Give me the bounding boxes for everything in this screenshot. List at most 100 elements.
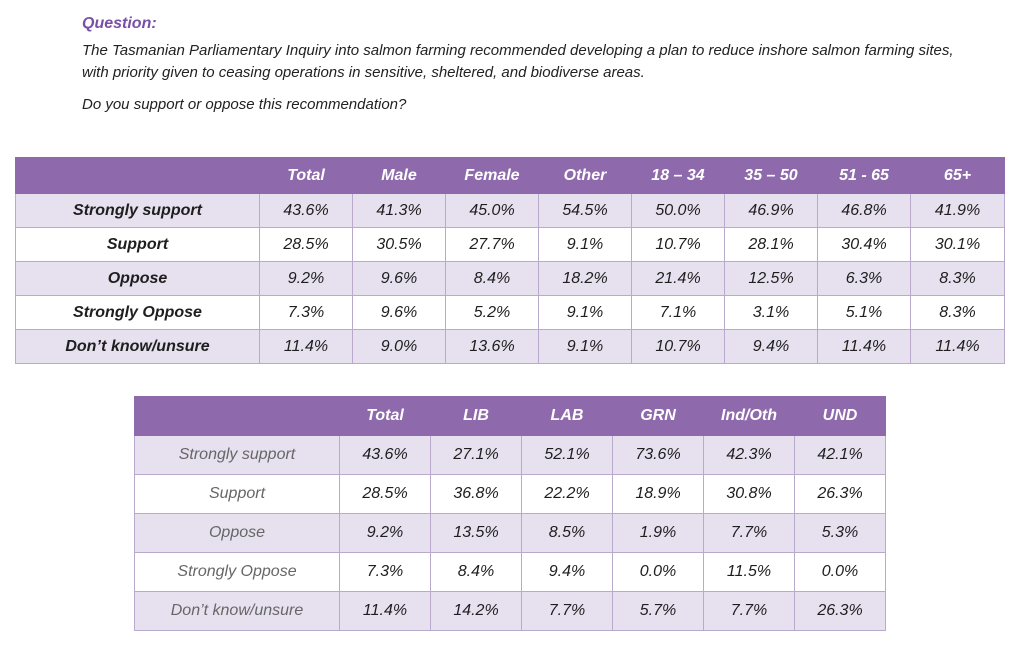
- table-row: Oppose 9.2% 9.6% 8.4% 18.2% 21.4% 12.5% 6.3% 8.3…: [15, 261, 1005, 296]
- table-cell: 3.1%: [724, 295, 818, 330]
- table-cell: 7.7%: [521, 591, 613, 631]
- table-cell: 8.3%: [910, 261, 1005, 296]
- table-header-row: Total LIB LAB GRN Ind/Oth UND: [134, 396, 886, 436]
- header-corner: [15, 157, 260, 194]
- table-row: Support 28.5% 36.8% 22.2% 18.9% 30.8% 26.3%: [134, 474, 886, 514]
- table-cell: 73.6%: [612, 435, 704, 475]
- table-cell: 13.5%: [430, 513, 522, 553]
- table-cell: 9.0%: [352, 329, 446, 364]
- table-cell: 9.1%: [538, 329, 632, 364]
- table-cell: 5.2%: [445, 295, 539, 330]
- table-cell: 7.7%: [703, 513, 795, 553]
- table-header-row: Total Male Female Other 18 – 34 35 – 50 51 - 6…: [15, 157, 1005, 194]
- row-label: Oppose: [15, 261, 260, 296]
- table-cell: 42.1%: [794, 435, 886, 475]
- table-row: Strongly support 43.6% 27.1% 52.1% 73.6% 42.3…: [134, 435, 886, 475]
- table-cell: 30.4%: [817, 227, 911, 262]
- table-cell: 9.2%: [259, 261, 353, 296]
- row-label: Strongly support: [134, 435, 340, 475]
- column-header: 65+: [910, 157, 1005, 194]
- row-label: Don’t know/unsure: [134, 591, 340, 631]
- table-cell: 27.1%: [430, 435, 522, 475]
- table-cell: 9.4%: [724, 329, 818, 364]
- row-label: Don’t know/unsure: [15, 329, 260, 364]
- row-label: Support: [15, 227, 260, 262]
- column-header: Total: [339, 396, 431, 436]
- table-cell: 54.5%: [538, 193, 632, 228]
- column-header: Other: [538, 157, 632, 194]
- column-header: Ind/Oth: [703, 396, 795, 436]
- table-cell: 7.1%: [631, 295, 725, 330]
- table-cell: 10.7%: [631, 329, 725, 364]
- party-table: Total LIB LAB GRN Ind/Oth UND Strongly suppor…: [134, 396, 886, 631]
- table-row: Oppose 9.2% 13.5% 8.5% 1.9% 7.7% 5.3%: [134, 513, 886, 553]
- table-cell: 7.3%: [259, 295, 353, 330]
- column-header: UND: [794, 396, 886, 436]
- table-cell: 30.5%: [352, 227, 446, 262]
- table-cell: 28.5%: [339, 474, 431, 514]
- row-label: Support: [134, 474, 340, 514]
- table-cell: 9.1%: [538, 227, 632, 262]
- table-cell: 8.5%: [521, 513, 613, 553]
- table-cell: 30.8%: [703, 474, 795, 514]
- table-cell: 0.0%: [794, 552, 886, 592]
- table-cell: 9.6%: [352, 295, 446, 330]
- table-row: Strongly Oppose 7.3% 8.4% 9.4% 0.0% 11.5% 0.0%: [134, 552, 886, 592]
- question-prompt: Do you support or oppose this recommenda…: [82, 96, 407, 113]
- table-cell: 5.1%: [817, 295, 911, 330]
- table-cell: 5.7%: [612, 591, 704, 631]
- question-label: Question:: [82, 15, 157, 32]
- table-cell: 45.0%: [445, 193, 539, 228]
- column-header: LIB: [430, 396, 522, 436]
- table-cell: 26.3%: [794, 591, 886, 631]
- table-cell: 7.3%: [339, 552, 431, 592]
- table-cell: 9.1%: [538, 295, 632, 330]
- table-cell: 36.8%: [430, 474, 522, 514]
- row-label: Strongly Oppose: [134, 552, 340, 592]
- table-cell: 8.3%: [910, 295, 1005, 330]
- table-cell: 5.3%: [794, 513, 886, 553]
- table-cell: 9.4%: [521, 552, 613, 592]
- column-header: Female: [445, 157, 539, 194]
- table-cell: 9.2%: [339, 513, 431, 553]
- table-cell: 11.4%: [817, 329, 911, 364]
- table-row: Support 28.5% 30.5% 27.7% 9.1% 10.7% 28.1% 30.4…: [15, 227, 1005, 262]
- table-cell: 26.3%: [794, 474, 886, 514]
- table-cell: 28.1%: [724, 227, 818, 262]
- table-row: Don’t know/unsure 11.4% 14.2% 7.7% 5.7% 7.7% 2…: [134, 591, 886, 631]
- question-text: The Tasmanian Parliamentary Inquiry into…: [82, 42, 954, 81]
- table-cell: 43.6%: [259, 193, 353, 228]
- table-row: Strongly support 43.6% 41.3% 45.0% 54.5% 50.0…: [15, 193, 1005, 228]
- row-label: Strongly Oppose: [15, 295, 260, 330]
- table-cell: 22.2%: [521, 474, 613, 514]
- table-cell: 42.3%: [703, 435, 795, 475]
- demographics-table: Total Male Female Other 18 – 34 35 – 50 51 - 6…: [15, 157, 1005, 364]
- table-cell: 43.6%: [339, 435, 431, 475]
- table-cell: 14.2%: [430, 591, 522, 631]
- table-cell: 46.8%: [817, 193, 911, 228]
- column-header: GRN: [612, 396, 704, 436]
- table-cell: 30.1%: [910, 227, 1005, 262]
- table-cell: 50.0%: [631, 193, 725, 228]
- table-cell: 46.9%: [724, 193, 818, 228]
- column-header: 18 – 34: [631, 157, 725, 194]
- column-header: 35 – 50: [724, 157, 818, 194]
- table-cell: 1.9%: [612, 513, 704, 553]
- row-label: Oppose: [134, 513, 340, 553]
- column-header: Total: [259, 157, 353, 194]
- table-row: Strongly Oppose 7.3% 9.6% 5.2% 9.1% 7.1% 3.1% 5…: [15, 295, 1005, 330]
- table-cell: 52.1%: [521, 435, 613, 475]
- table-cell: 11.4%: [910, 329, 1005, 364]
- table-cell: 12.5%: [724, 261, 818, 296]
- row-label: Strongly support: [15, 193, 260, 228]
- table-cell: 18.9%: [612, 474, 704, 514]
- table-cell: 28.5%: [259, 227, 353, 262]
- table-cell: 0.0%: [612, 552, 704, 592]
- table-cell: 9.6%: [352, 261, 446, 296]
- header-corner: [134, 396, 340, 436]
- column-header: 51 - 65: [817, 157, 911, 194]
- table-cell: 11.4%: [339, 591, 431, 631]
- column-header: LAB: [521, 396, 613, 436]
- table-cell: 10.7%: [631, 227, 725, 262]
- table-cell: 11.5%: [703, 552, 795, 592]
